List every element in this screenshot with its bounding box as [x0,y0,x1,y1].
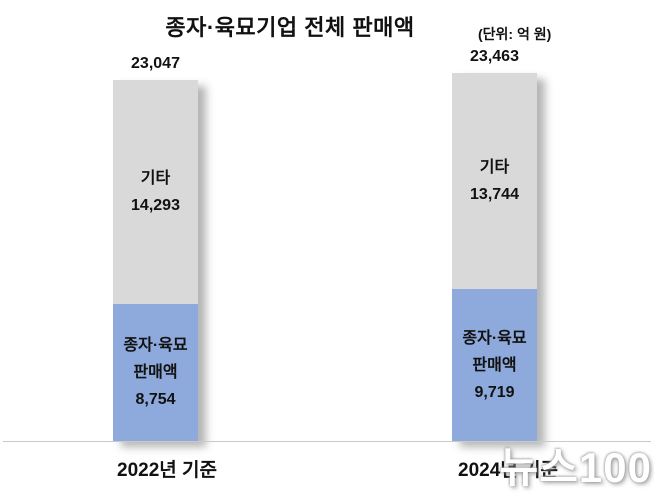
segment-seed-value: 9,719 [474,383,515,401]
total-value-label: 23,047 [131,55,180,72]
bar-stack: 기타 13,744 종자·육묘 판매액 9,719 [452,73,537,441]
segment-other-value: 14,293 [131,197,180,214]
segment-seed-name-line2: 판매액 [472,356,517,374]
segment-seed-name-line1: 종자·육묘 [123,337,188,354]
x-axis-label-2024: 2024년 기준 [458,460,558,481]
segment-other: 기타 13,744 [452,73,537,289]
segment-seed-name-line1: 종자·육묘 [462,329,527,347]
segment-other-value: 13,744 [470,186,519,203]
segment-seed-sales: 종자·육묘 판매액 8,754 [113,304,198,441]
x-axis-label-2022: 2022년 기준 [117,460,217,481]
segment-other-name: 기타 [479,159,510,176]
chart-title: 종자·육묘기업 전체 판매액 [165,15,415,40]
segment-seed-name-line2: 판매액 [133,364,178,381]
bar-stack: 기타 14,293 종자·육묘 판매액 8,754 [113,80,198,441]
segment-other-name: 기타 [140,170,171,187]
segment-other: 기타 14,293 [113,80,198,304]
unit-label: (단위: 억 원) [478,26,552,42]
segment-seed-sales: 종자·육묘 판매액 9,719 [452,289,537,441]
stacked-bar-2022: 23,047 기타 14,293 종자·육묘 판매액 8,754 [113,55,198,441]
x-axis-line [3,441,651,442]
stacked-bar-2024: 23,463 기타 13,744 종자·육묘 판매액 9,719 [452,48,537,441]
total-value-label: 23,463 [470,48,519,65]
segment-seed-value: 8,754 [135,391,176,408]
news100-watermark: 뉴스100 [499,444,652,491]
